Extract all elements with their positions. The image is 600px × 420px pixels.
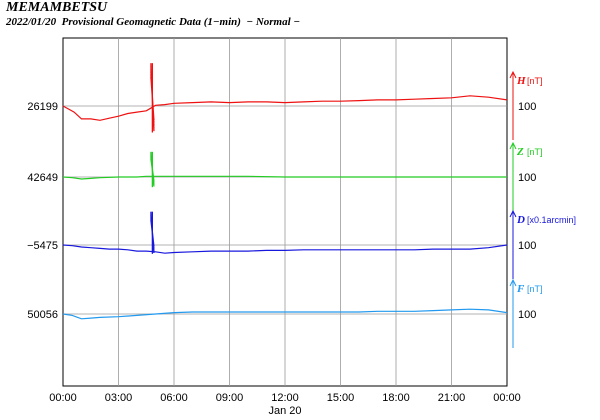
- x-tick-label: 00:00: [49, 392, 77, 404]
- series-line-f: [62, 308, 508, 320]
- baseline-label-h: 26199: [27, 101, 58, 113]
- station-title: MEMAMBETSU: [6, 0, 108, 15]
- component-unit-h: [nT]: [527, 76, 543, 86]
- scale-label-f: 100: [518, 309, 536, 321]
- x-tick-label: 15:00: [327, 392, 355, 404]
- scale-arrowhead-z: [509, 141, 517, 150]
- series-lines: [62, 63, 508, 320]
- scale-arrowhead-h: [509, 70, 517, 79]
- axis-labels: 00:00 03:00 06:00 09:00 12:00 15:00 18:00 21:00…: [27, 70, 576, 417]
- component-name-d: D: [516, 214, 525, 226]
- scale-label-d: 100: [518, 240, 536, 252]
- baseline-label-z: 42649: [27, 172, 58, 184]
- x-tick-label: 21:00: [438, 392, 466, 404]
- series-line-h: [62, 95, 508, 121]
- scale-label-z: 100: [518, 172, 536, 184]
- x-tick-label: 12:00: [271, 392, 299, 404]
- chart-subtitle: 2022/01/20 Provisional Geomagnetic Data …: [6, 16, 301, 28]
- component-unit-z: [nT]: [527, 147, 543, 157]
- scale-arrowhead-f: [509, 278, 517, 287]
- x-tick-label: 18:00: [382, 392, 410, 404]
- x-date-label: Jan 20: [268, 405, 301, 417]
- series-line-d: [62, 244, 508, 254]
- component-name-h: H: [516, 75, 526, 87]
- scale-arrowhead-d: [509, 209, 517, 218]
- component-name-f: F: [516, 283, 525, 295]
- component-unit-d: [x0.1arcmin]: [527, 215, 576, 225]
- x-tick-label: 03:00: [105, 392, 133, 404]
- x-tick-label: 09:00: [216, 392, 244, 404]
- x-tick-label: 00:00: [493, 392, 521, 404]
- series-line-z: [62, 175, 507, 180]
- grid-lines: [63, 38, 507, 386]
- component-unit-f: [nT]: [527, 284, 543, 294]
- x-tick-label: 06:00: [160, 392, 188, 404]
- baseline-label-f: 50056: [27, 309, 58, 321]
- component-name-z: Z: [516, 146, 524, 158]
- baseline-label-d: −5475: [27, 240, 58, 252]
- scale-label-h: 100: [518, 101, 536, 113]
